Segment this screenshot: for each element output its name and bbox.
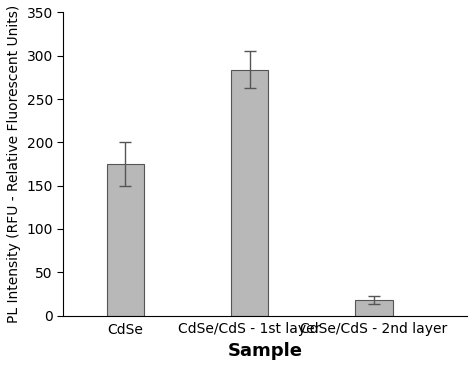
X-axis label: Sample: Sample [228,342,303,360]
Y-axis label: PL Intensity (RFU - Relative Fluorescent Units): PL Intensity (RFU - Relative Fluorescent… [7,5,21,323]
Bar [231,70,268,316]
Bar [355,300,392,316]
Bar [107,164,144,316]
